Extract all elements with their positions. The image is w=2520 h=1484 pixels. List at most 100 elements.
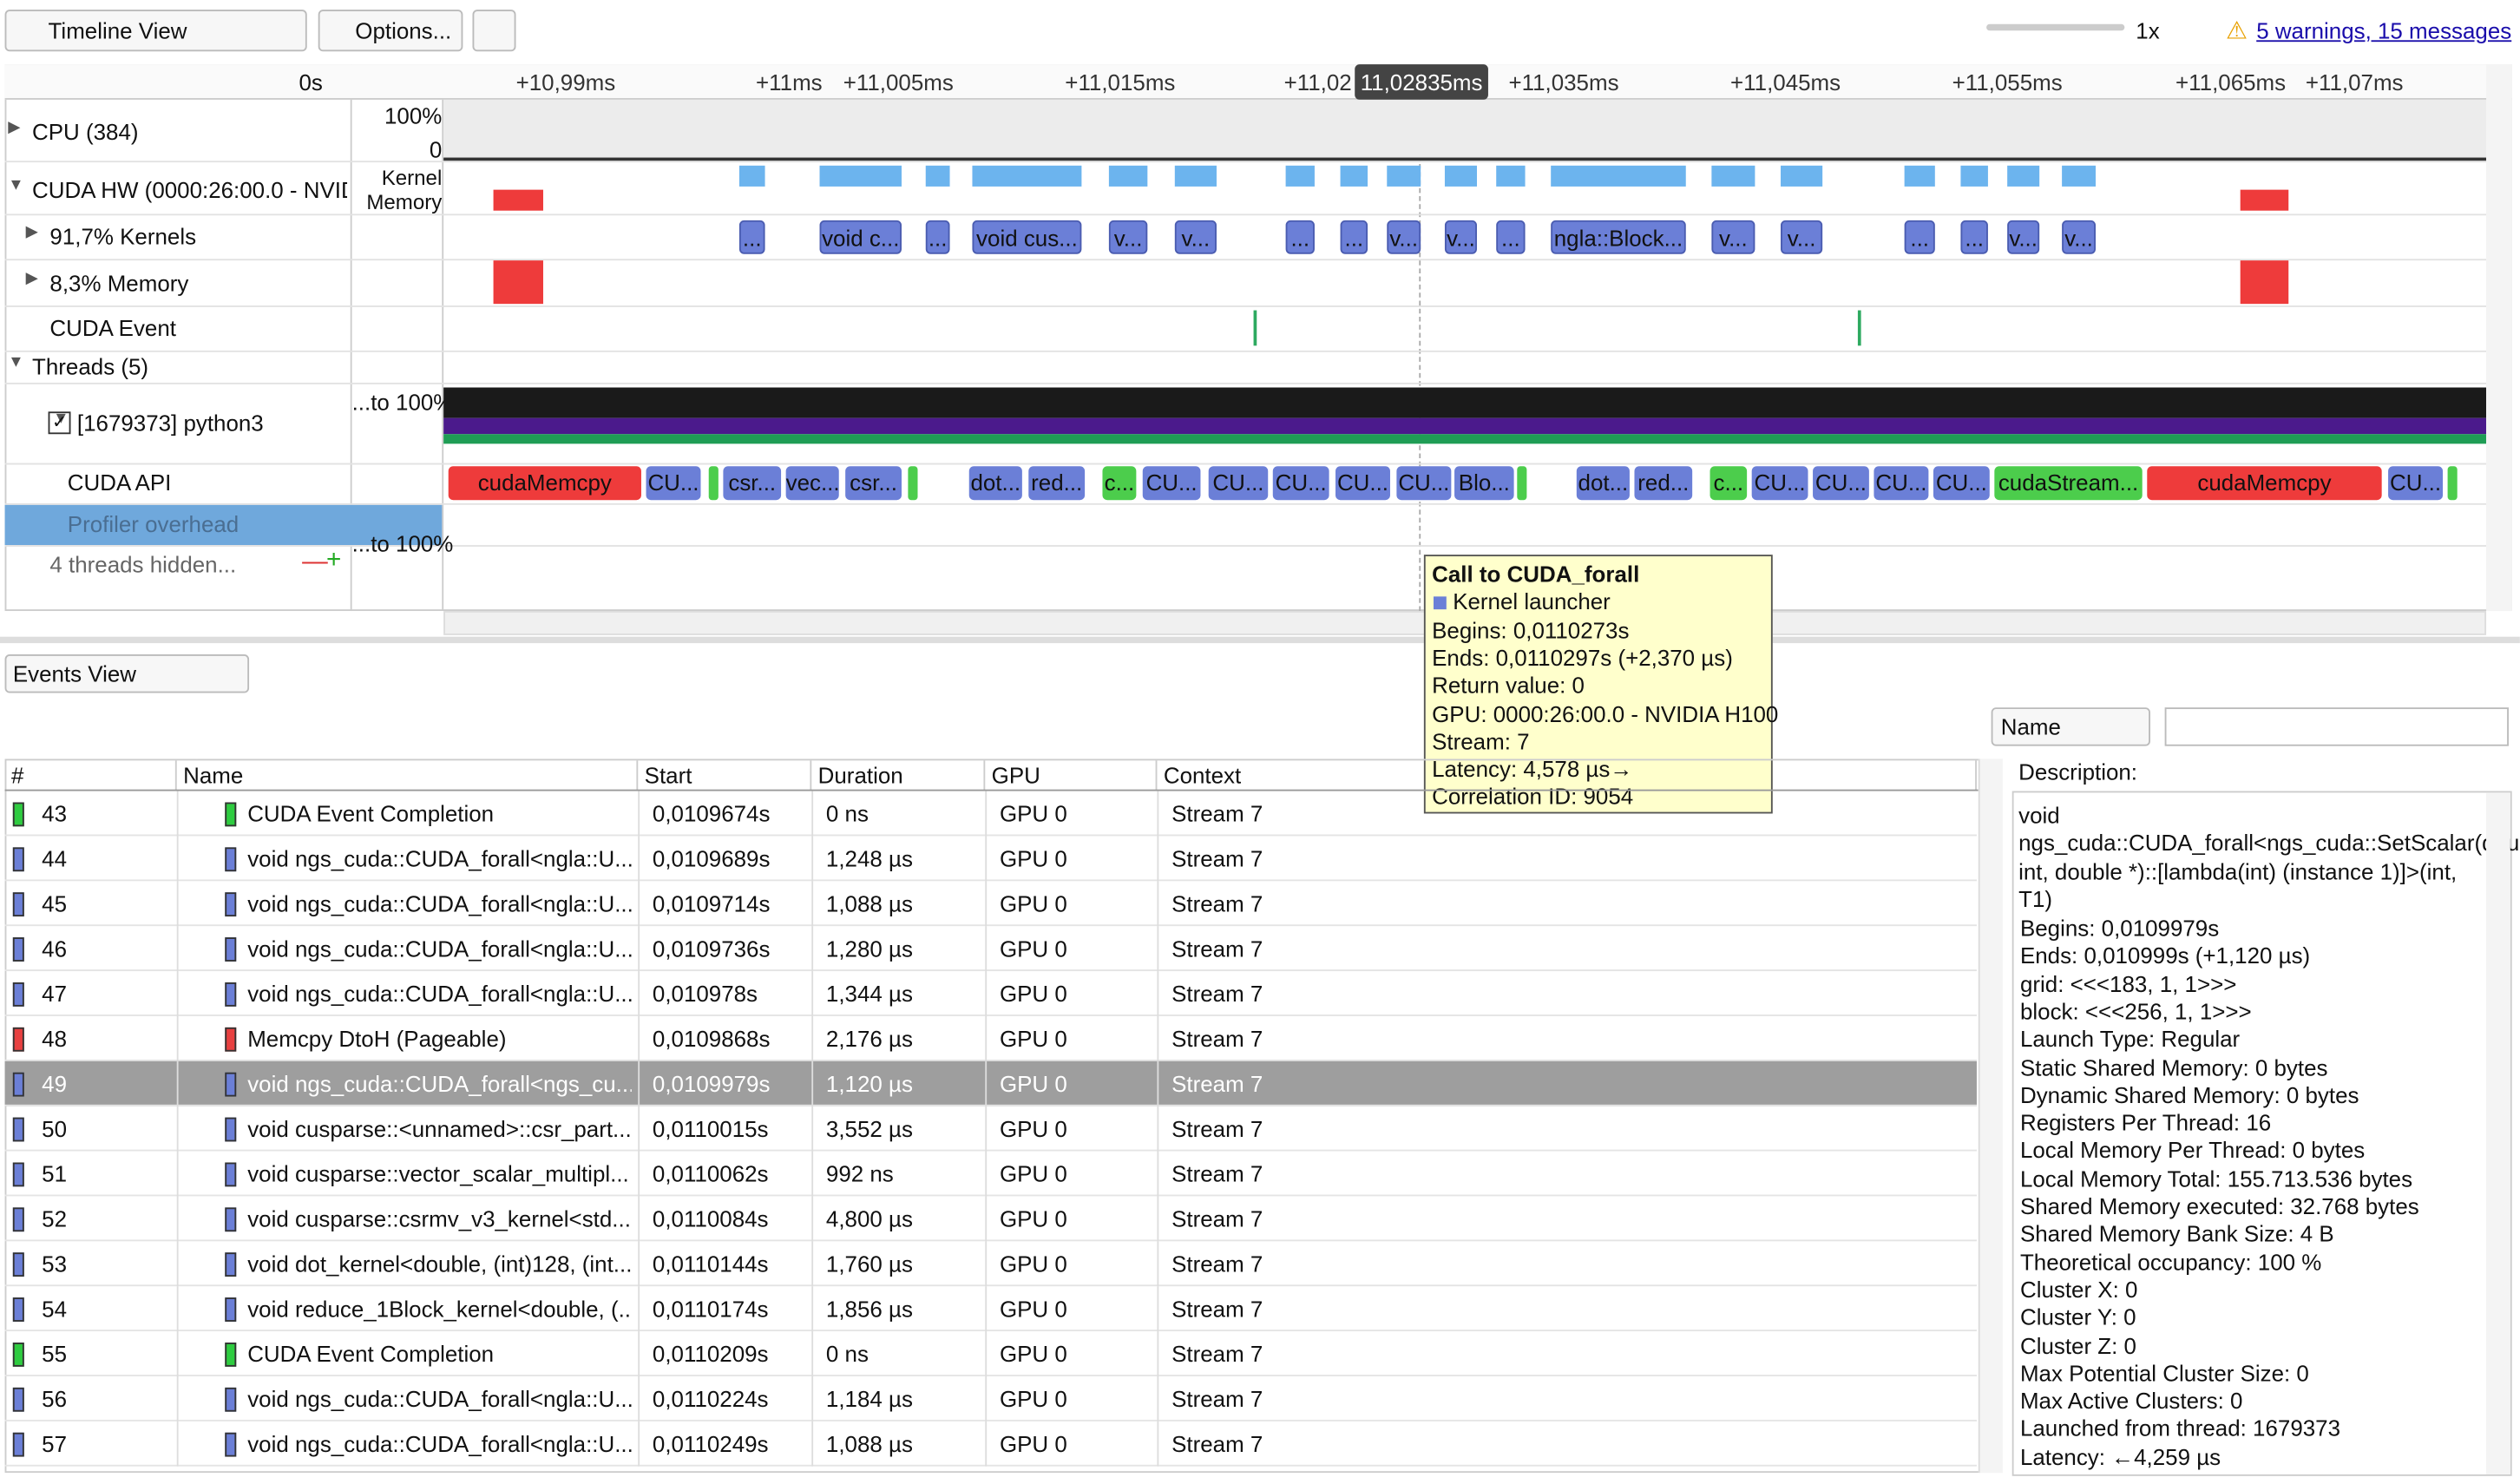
event-row[interactable] — [4, 836, 1977, 882]
api-block[interactable]: CU... — [1751, 466, 1808, 501]
zoom-slider[interactable] — [1986, 23, 2125, 31]
plus-icon[interactable]: + — [325, 546, 342, 575]
api-block[interactable]: csr... — [845, 466, 902, 501]
cell-divider — [985, 1151, 988, 1197]
api-block[interactable]: CU... — [1335, 466, 1390, 501]
scale-label: ...to 100% — [351, 530, 454, 557]
kernel-block[interactable]: void cus... — [972, 220, 1082, 254]
memory-block[interactable] — [493, 260, 543, 305]
event-row[interactable] — [4, 1241, 1977, 1287]
event-row[interactable] — [4, 1106, 1977, 1152]
kernel-block[interactable]: ... — [1496, 220, 1526, 254]
api-block[interactable]: red... — [1028, 466, 1086, 501]
expand-arrow[interactable]: ▶ — [25, 223, 38, 241]
column-header[interactable]: Duration — [811, 760, 986, 791]
event-row[interactable] — [4, 1060, 1977, 1106]
api-block[interactable]: Blo... — [1454, 466, 1514, 501]
description-signature: void ngs_cuda::CUDA_forall<ngs_cuda::Set… — [2018, 802, 2520, 912]
table-scrollbar[interactable] — [1978, 758, 2003, 1474]
kernel-block[interactable]: v... — [1387, 220, 1421, 254]
event-color — [12, 1343, 24, 1367]
kernel-block[interactable]: ... — [738, 220, 765, 254]
event-row[interactable] — [4, 1286, 1977, 1332]
kernel-block[interactable]: v... — [1444, 220, 1477, 254]
kernel-block[interactable]: v... — [1711, 220, 1755, 254]
thread-checkbox[interactable]: ✓ — [48, 411, 71, 435]
api-block[interactable]: CU... — [1142, 466, 1201, 501]
event-row[interactable] — [4, 1422, 1977, 1467]
swap-button[interactable] — [472, 10, 516, 52]
kernel-block[interactable]: ... — [1340, 220, 1368, 254]
search-box[interactable] — [2164, 707, 2509, 746]
event-row[interactable] — [4, 1152, 1977, 1197]
event-row[interactable] — [4, 926, 1977, 972]
api-block[interactable]: vec... — [785, 466, 839, 501]
kernel-block[interactable]: v... — [1108, 220, 1148, 254]
minus-icon[interactable]: — — [302, 548, 328, 576]
event-row[interactable] — [4, 881, 1977, 927]
ruler-tick: +11ms — [756, 69, 823, 95]
api-block[interactable]: csr... — [723, 466, 782, 501]
expand-arrow[interactable]: ▶ — [25, 270, 38, 288]
column-header[interactable]: GPU — [985, 760, 1158, 791]
kernel-block[interactable]: v... — [2007, 220, 2040, 254]
ruler-tick: +11,055ms — [1952, 69, 2063, 95]
event-cell: 53 — [42, 1251, 68, 1277]
api-block[interactable]: CU... — [1272, 466, 1329, 501]
api-block[interactable]: dot... — [1576, 466, 1630, 501]
description-scrollbar[interactable] — [2486, 792, 2510, 1474]
kernel-block[interactable]: void c... — [819, 220, 902, 254]
event-cell: GPU 0 — [999, 1160, 1067, 1187]
kernel-block[interactable]: ... — [1960, 220, 1988, 254]
api-block[interactable]: CU... — [646, 466, 701, 501]
api-block[interactable]: c... — [1710, 466, 1748, 501]
kernel-lane — [2007, 165, 2040, 187]
api-block[interactable]: cudaMemcpy — [2147, 466, 2382, 501]
api-block[interactable]: CU... — [2388, 466, 2444, 501]
expand-arrow[interactable]: ▼ — [8, 176, 24, 195]
panel-splitter[interactable] — [0, 636, 2520, 644]
kernel-block[interactable]: v... — [2062, 220, 2097, 254]
column-header[interactable]: # — [5, 760, 177, 791]
kernel-block[interactable]: ... — [1285, 220, 1315, 254]
api-block[interactable]: cudaMemcpy — [448, 466, 641, 501]
event-row[interactable] — [4, 1331, 1977, 1376]
expand-arrow[interactable]: ▼ — [8, 353, 24, 371]
events-select[interactable] — [4, 654, 250, 693]
event-row[interactable] — [4, 791, 1977, 837]
api-block[interactable]: CU... — [1933, 466, 1990, 501]
column-header[interactable]: Start — [638, 760, 812, 791]
event-row[interactable] — [4, 1376, 1977, 1422]
api-block[interactable]: c... — [1102, 466, 1137, 501]
kernel-block[interactable]: ngla::Block... — [1551, 220, 1686, 254]
api-block[interactable]: dot... — [968, 466, 1022, 501]
v-scrollbar[interactable] — [2486, 64, 2512, 612]
api-block[interactable]: CU... — [1396, 466, 1452, 501]
expand-arrow[interactable]: ▼ — [53, 410, 69, 428]
kernel-block[interactable]: v... — [1174, 220, 1217, 254]
event-row[interactable] — [4, 971, 1977, 1016]
column-header[interactable]: Name — [177, 760, 639, 791]
filter-select[interactable] — [1991, 707, 2150, 746]
view-select[interactable] — [4, 10, 307, 52]
memory-block[interactable] — [2240, 260, 2289, 305]
api-block[interactable]: CU... — [1813, 466, 1869, 501]
event-row[interactable] — [4, 1016, 1977, 1061]
cell-divider — [985, 1286, 988, 1332]
api-block[interactable]: CU... — [1208, 466, 1269, 501]
cell-divider — [1157, 1151, 1159, 1197]
description-line: Latency: ←4,259 µs — [2019, 1443, 2221, 1469]
options-button[interactable] — [318, 10, 463, 52]
cell-divider — [638, 1241, 640, 1287]
kernel-block[interactable]: ... — [1904, 220, 1935, 254]
profiler-highlight — [4, 504, 443, 546]
expand-arrow[interactable]: ▶ — [8, 119, 21, 137]
column-header[interactable]: Context — [1157, 760, 1977, 791]
event-row[interactable] — [4, 1196, 1977, 1242]
warnings-link[interactable]: 5 warnings, 15 messages — [2256, 17, 2512, 44]
api-block[interactable]: cudaStream... — [1994, 466, 2143, 501]
kernel-block[interactable]: ... — [925, 220, 950, 254]
api-block[interactable]: red... — [1634, 466, 1693, 501]
kernel-block[interactable]: v... — [1781, 220, 1823, 254]
api-block[interactable]: CU... — [1874, 466, 1929, 501]
